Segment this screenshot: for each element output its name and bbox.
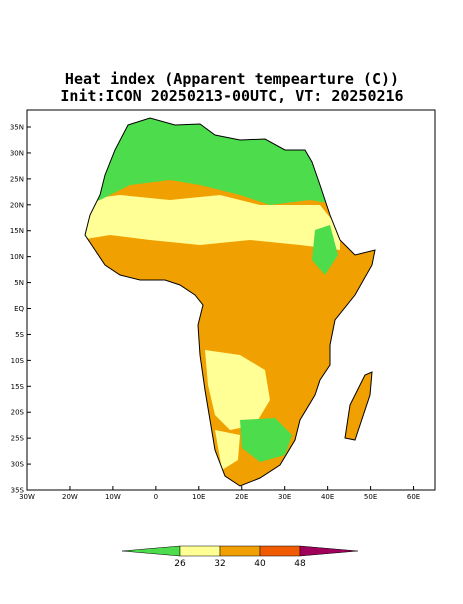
colorbar-segment [179, 545, 221, 557]
colorbar-label: 26 [174, 559, 186, 569]
lon-label: 20E [235, 493, 248, 501]
colorbar-label: 32 [214, 559, 225, 569]
colorbar-segment [259, 545, 301, 557]
lon-label: 30E [278, 493, 291, 501]
madagascar [344, 371, 373, 441]
lat-label: 25S [11, 435, 25, 443]
colorbar-segment [219, 545, 261, 557]
lat-label: 10N [10, 253, 24, 261]
lat-label: 15S [11, 383, 25, 391]
lon-label: 30W [19, 493, 35, 501]
lon-label: 10E [192, 493, 205, 501]
lon-label: 50E [364, 493, 377, 501]
lon-label: 60E [407, 493, 420, 501]
lat-label: 35S [11, 487, 25, 495]
lat-label: 5N [14, 279, 24, 287]
lat-label: 20N [10, 201, 24, 209]
colorbar-label: 48 [294, 559, 306, 569]
map-subtitle: Init:ICON 20250213-00UTC, VT: 20250216 [60, 87, 403, 105]
lon-label: 10W [105, 493, 121, 501]
lat-label: 5S [15, 331, 24, 339]
colorbar-segment [121, 545, 181, 557]
lat-label: 10S [11, 357, 25, 365]
latitude-labels: 35N 30N 25N 20N 15N 10N 5N EQ 5S 10S 15S 20S 25S 30S 3… [10, 124, 31, 495]
lat-label: 30N [10, 149, 24, 157]
colorbar: 26 32 40 48 [121, 545, 359, 569]
lat-label: EQ [14, 305, 24, 313]
map-title: Heat index (Apparent tempearture (C)) [65, 70, 399, 88]
lon-label: 40E [321, 493, 334, 501]
lon-label: 0 [154, 493, 158, 501]
longitude-labels: 30W 20W 10W 0 10E 20E 30E 40E 50E 60E [19, 486, 420, 501]
lat-label: 35N [10, 124, 24, 132]
colorbar-label: 40 [254, 559, 266, 569]
lat-label: 30S [11, 461, 25, 469]
lat-label: 15N [10, 227, 24, 235]
lat-label: 20S [11, 409, 25, 417]
lon-label: 20W [62, 493, 78, 501]
lat-label: 25N [10, 175, 24, 183]
coastline [84, 117, 376, 487]
colorbar-segment [299, 545, 359, 557]
